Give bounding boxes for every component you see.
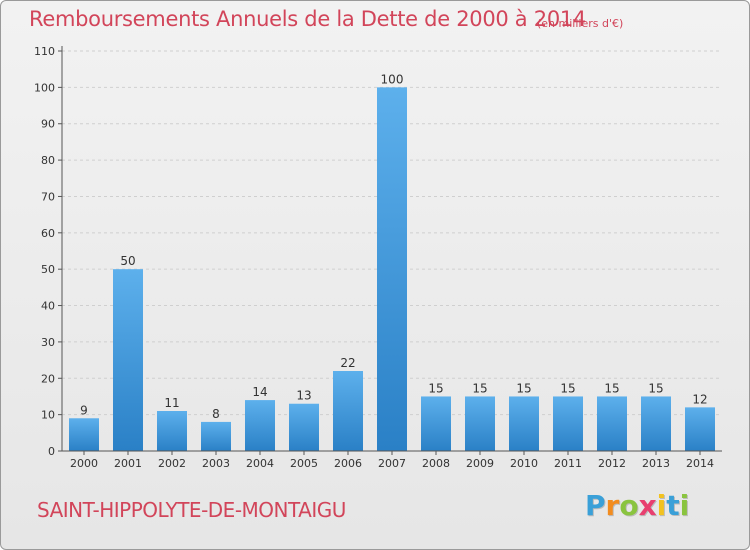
logo-letter: i — [679, 489, 690, 522]
chart-unit: (en milliers d'€) — [537, 17, 624, 30]
bar — [157, 411, 187, 451]
city-name: SAINT-HIPPOLYTE-DE-MONTAIGU — [37, 498, 346, 522]
y-tick-label: 100 — [34, 81, 55, 94]
x-tick-label: 2002 — [158, 457, 186, 470]
logo-letter: o — [619, 489, 639, 522]
bar-value-label: 14 — [252, 385, 267, 399]
bar — [201, 421, 231, 451]
y-tick-label: 110 — [34, 45, 55, 58]
y-tick-label: 40 — [41, 300, 55, 313]
bar — [421, 396, 451, 451]
bar-value-label: 15 — [604, 381, 619, 395]
x-tick-label: 2011 — [554, 457, 582, 470]
bar — [245, 400, 275, 451]
bar-value-label: 15 — [428, 381, 443, 395]
x-tick-label: 2006 — [334, 457, 362, 470]
bar-value-label: 8 — [212, 407, 220, 421]
x-tick-label: 2008 — [422, 457, 450, 470]
bar — [509, 396, 539, 451]
logo-letter: P — [585, 489, 606, 522]
bar-value-label: 15 — [648, 381, 663, 395]
x-tick-label: 2004 — [246, 457, 274, 470]
bars: 9 50 11 8 14 13 22 100 15 15 15 15 15 15 12 — [69, 72, 715, 451]
bar-value-label: 9 — [80, 403, 88, 417]
bar-value-label: 50 — [120, 254, 135, 268]
x-tick-label: 2003 — [202, 457, 230, 470]
x-tick-label: 2007 — [378, 457, 406, 470]
proxiti-logo[interactable]: Proxiti — [585, 489, 689, 522]
axes: 2000 2001 2002 2003 2004 2005 2006 2007 2008 2009… — [61, 46, 722, 470]
bar — [69, 418, 99, 451]
bar — [553, 396, 583, 451]
bar-value-label: 13 — [296, 389, 311, 403]
y-axis-ticks: 0 10 20 30 40 50 60 70 80 90 100 110 — [34, 45, 62, 458]
bar — [377, 87, 407, 451]
x-tick-label: 2001 — [114, 457, 142, 470]
bar-value-label: 15 — [516, 381, 531, 395]
bar — [685, 407, 715, 451]
bar-value-label: 22 — [340, 356, 355, 370]
x-tick-label: 2010 — [510, 457, 538, 470]
logo-letter: i — [656, 489, 667, 522]
bar-value-label: 12 — [692, 392, 707, 406]
bar-value-label: 15 — [472, 381, 487, 395]
bar — [333, 371, 363, 451]
chart-title: Remboursements Annuels de la Dette de 20… — [29, 7, 586, 31]
bar — [641, 396, 671, 451]
bar — [113, 269, 143, 451]
bar-value-label: 11 — [164, 396, 179, 410]
logo-letter: t — [666, 489, 680, 522]
bar — [597, 396, 627, 451]
x-tick-label: 2014 — [686, 457, 714, 470]
y-tick-label: 10 — [41, 409, 55, 422]
y-tick-label: 80 — [41, 154, 55, 167]
x-tick-label: 2000 — [70, 457, 98, 470]
y-tick-label: 30 — [41, 336, 55, 349]
y-tick-label: 90 — [41, 118, 55, 131]
x-tick-label: 2005 — [290, 457, 318, 470]
x-tick-label: 2009 — [466, 457, 494, 470]
logo-letter: x — [638, 489, 657, 522]
y-tick-label: 0 — [48, 445, 55, 458]
bar-value-label: 100 — [381, 72, 404, 86]
x-tick-label: 2013 — [642, 457, 670, 470]
y-tick-label: 60 — [41, 227, 55, 240]
logo-letter: r — [605, 489, 620, 522]
x-tick-label: 2012 — [598, 457, 626, 470]
bar — [289, 403, 319, 451]
bar-value-label: 15 — [560, 381, 575, 395]
bar-chart: 0 10 20 30 40 50 60 70 80 90 100 110 9 50 11 8 14 13 22 10… — [34, 45, 722, 470]
y-tick-label: 70 — [41, 190, 55, 203]
bar — [465, 396, 495, 451]
y-tick-label: 20 — [41, 372, 55, 385]
y-tick-label: 50 — [41, 263, 55, 276]
